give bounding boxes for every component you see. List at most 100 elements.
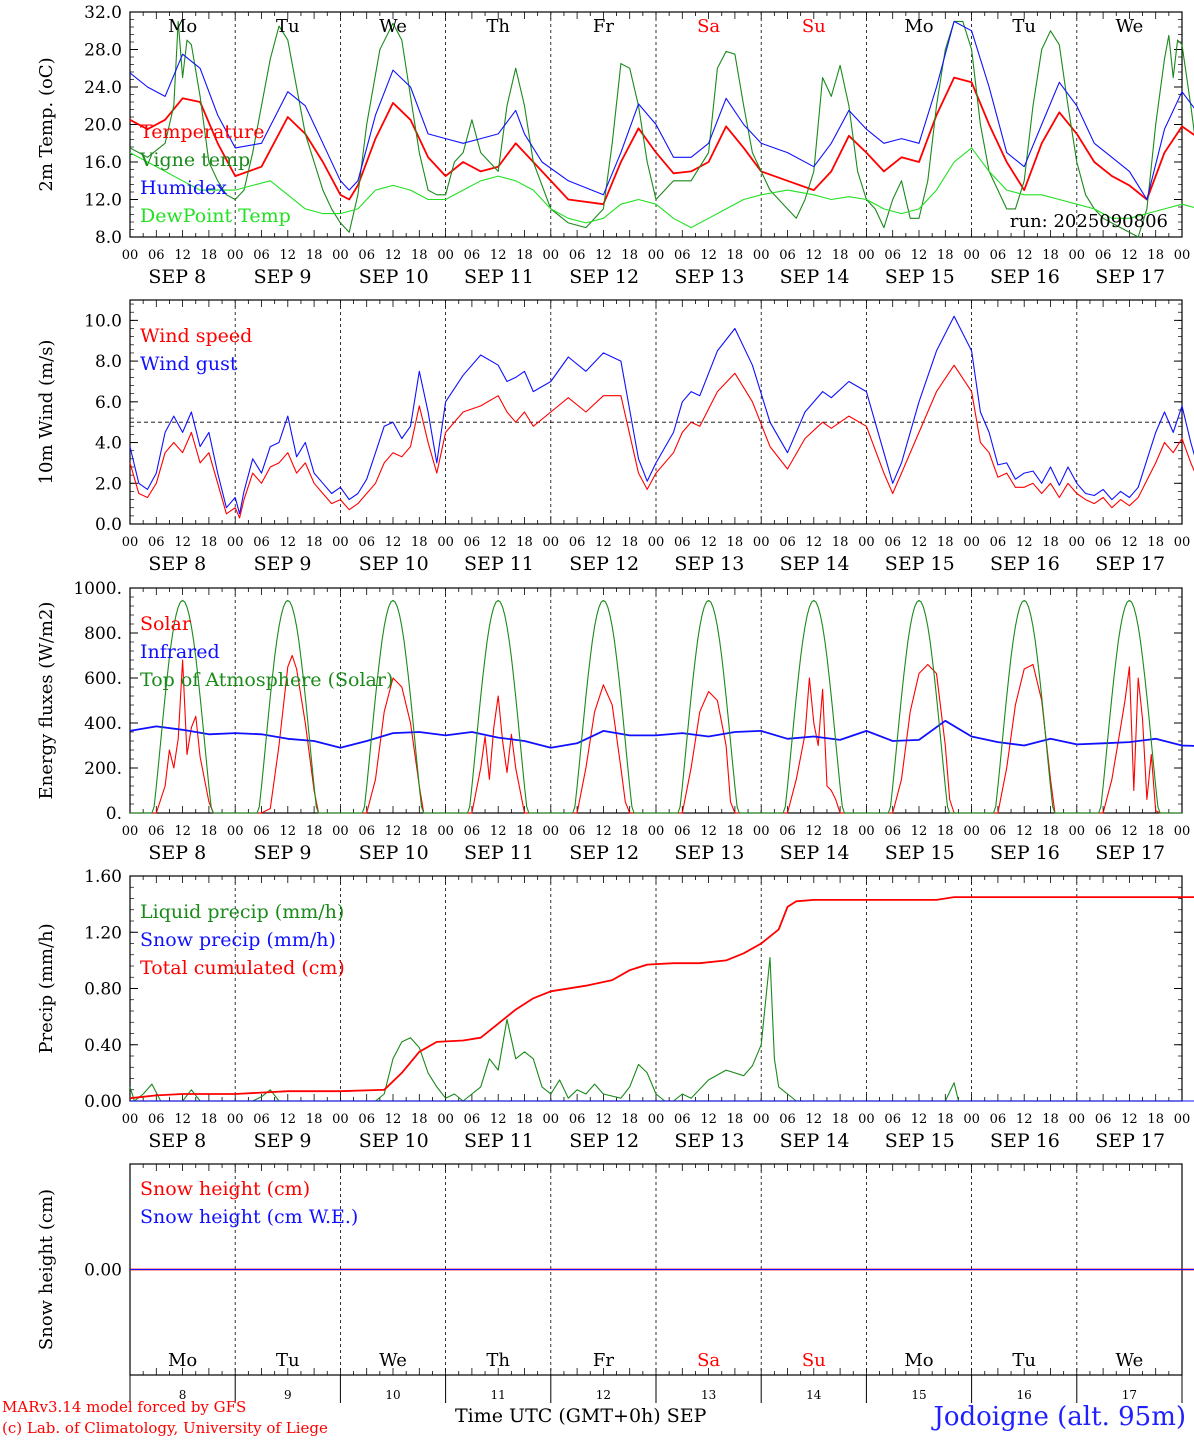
weekday-label: Tu: [276, 1350, 300, 1371]
weekday-label: Th: [486, 1350, 510, 1371]
y-tick-label: 1.60: [84, 867, 122, 887]
hour-label: 06: [779, 248, 796, 263]
weekday-label: Mo: [168, 16, 197, 37]
hour-label: 12: [490, 1112, 507, 1127]
date-label: SEP 16: [990, 553, 1060, 575]
hour-label: 18: [411, 248, 428, 263]
hour-label: 18: [306, 248, 323, 263]
date-label: SEP 15: [885, 553, 955, 575]
hour-label: 18: [1042, 248, 1059, 263]
y-tick-label: 28.0: [84, 41, 122, 61]
hour-label: 00: [122, 824, 139, 839]
hour-label: 12: [700, 248, 717, 263]
y-tick-label: 24.0: [84, 78, 122, 98]
hour-label: 18: [411, 1112, 428, 1127]
date-label: SEP 10: [359, 1130, 429, 1152]
date-label: SEP 8: [148, 553, 206, 575]
hour-label: 06: [1095, 535, 1112, 550]
hour-label: 06: [779, 824, 796, 839]
legend-entry: Snow height (cm): [140, 1178, 310, 1200]
y-tick-label: 12.0: [84, 191, 122, 211]
hour-label: 12: [806, 1112, 823, 1127]
hour-label: 18: [832, 248, 849, 263]
hour-label: 06: [884, 1112, 901, 1127]
date-label: SEP 10: [359, 842, 429, 864]
hour-label: 12: [911, 824, 928, 839]
hour-label: 12: [700, 824, 717, 839]
series-line-wind-speed: [129, 364, 1194, 519]
hour-label: 12: [174, 535, 191, 550]
hour-label: 12: [1121, 535, 1138, 550]
y-tick-label: 1.20: [84, 923, 122, 943]
hour-label: 00: [332, 824, 349, 839]
hour-label: 18: [1147, 1112, 1164, 1127]
hour-label: 12: [1016, 248, 1033, 263]
hour-label: 00: [1069, 824, 1086, 839]
date-label: SEP 17: [1095, 842, 1165, 864]
hour-label: 12: [1121, 1112, 1138, 1127]
date-label: SEP 12: [569, 1130, 639, 1152]
y-tick-label: 32.0: [84, 3, 122, 23]
hour-label: 00: [963, 535, 980, 550]
date-label: SEP 13: [674, 1130, 744, 1152]
hour-label: 06: [884, 824, 901, 839]
hour-label: 06: [1095, 824, 1112, 839]
series-line-liquid-precip-mm-h: [129, 957, 1194, 1102]
y-tick-label: 1000.: [73, 579, 122, 599]
y-tick-label: 20.0: [84, 116, 122, 136]
series-line-infrared: [129, 719, 1194, 749]
date-label: SEP 17: [1095, 266, 1165, 288]
series-line-solar: [130, 654, 1182, 814]
hour-label: 12: [595, 535, 612, 550]
hour-label: 00: [648, 824, 665, 839]
date-label: SEP 8: [148, 842, 206, 864]
date-label: SEP 9: [254, 842, 312, 864]
weekday-label: We: [379, 1350, 407, 1371]
date-label: SEP 14: [780, 842, 850, 864]
hour-label: 12: [595, 248, 612, 263]
series-line-temperature: [129, 76, 1194, 206]
day-number-label: 12: [596, 1388, 611, 1402]
hour-label: 18: [937, 824, 954, 839]
hour-label: 06: [253, 1112, 270, 1127]
day-number-label: 11: [491, 1388, 506, 1402]
y-axis-label: Snow height (cm): [36, 1189, 57, 1350]
run-annotation: run: 2025090806: [1010, 211, 1168, 232]
y-tick-label: 10.0: [84, 311, 122, 331]
hour-label: 18: [201, 535, 218, 550]
hour-label: 18: [937, 248, 954, 263]
date-label: SEP 12: [569, 842, 639, 864]
date-label: SEP 11: [464, 553, 534, 575]
hour-label: 12: [806, 248, 823, 263]
hour-label: 18: [621, 824, 638, 839]
date-label: SEP 15: [885, 266, 955, 288]
y-tick-label: 800.: [84, 624, 122, 644]
hour-label: 12: [385, 1112, 402, 1127]
weekday-label: Mo: [904, 1350, 933, 1371]
hour-label: 18: [516, 248, 533, 263]
date-label: SEP 17: [1095, 553, 1165, 575]
legend-entry: Snow height (cm W.E.): [140, 1206, 358, 1228]
hour-label: 18: [1147, 824, 1164, 839]
hour-label: 06: [253, 824, 270, 839]
hour-label: 18: [727, 824, 744, 839]
series-line-vigne-temp: [129, 20, 1194, 238]
hour-label: 18: [832, 1112, 849, 1127]
weekday-label: We: [379, 16, 407, 37]
hour-label: 18: [306, 1112, 323, 1127]
weekday-label: We: [1116, 1350, 1144, 1371]
hour-label: 06: [464, 535, 481, 550]
hour-label: 00: [963, 1112, 980, 1127]
hour-label: 18: [1042, 824, 1059, 839]
hour-label: 18: [727, 535, 744, 550]
hour-label: 00: [1174, 1112, 1191, 1127]
hour-label: 12: [911, 535, 928, 550]
hour-label: 00: [858, 248, 875, 263]
hour-label: 06: [990, 248, 1007, 263]
y-axis-label: Energy fluxes (W/m2): [36, 602, 57, 800]
y-tick-label: 4.0: [95, 434, 122, 454]
hour-label: 06: [358, 1112, 375, 1127]
y-tick-label: 200.: [84, 759, 122, 779]
weekday-label: We: [1116, 16, 1144, 37]
legend-entry: Snow precip (mm/h): [140, 929, 336, 951]
